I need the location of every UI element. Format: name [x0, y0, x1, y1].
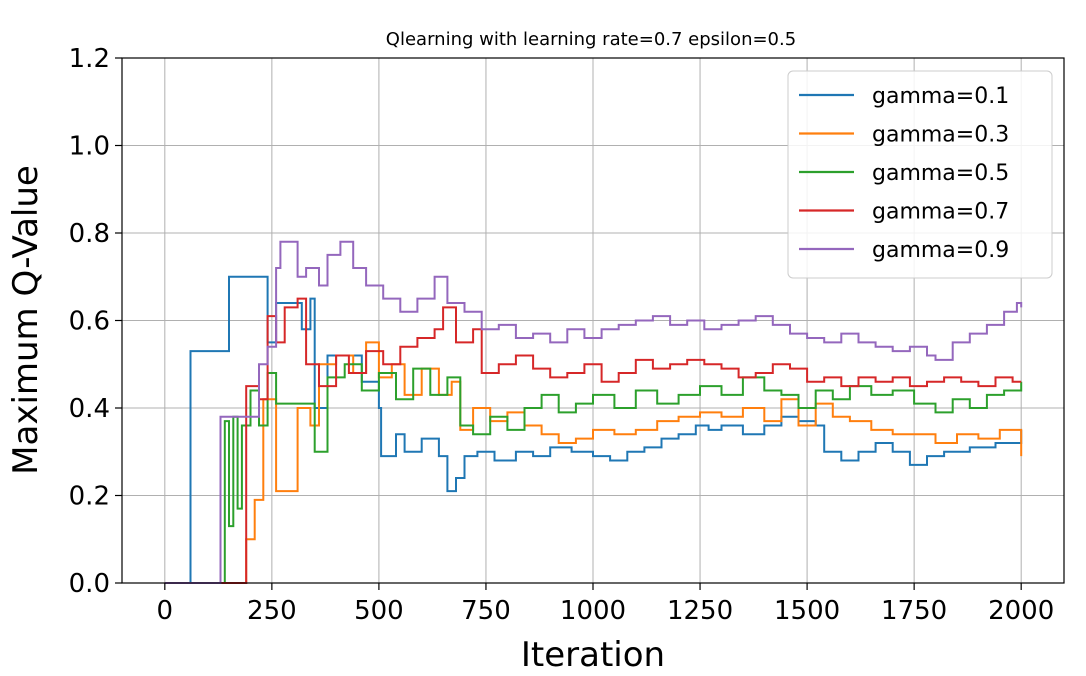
- x-tick-label: 1500: [774, 596, 840, 626]
- legend-box: [787, 70, 1053, 279]
- series-line-gamma-0-7: [164, 297, 1022, 584]
- series-line-gamma-0-5: [164, 363, 1023, 584]
- chart-title: Qlearning with learning rate=0.7 epsilon…: [386, 29, 796, 50]
- series-line-gamma-0-9: [164, 240, 1023, 584]
- x-tick-label: 1000: [560, 596, 626, 626]
- x-tick-label: 2000: [988, 596, 1054, 626]
- series-line-gamma-0-3: [164, 341, 1023, 584]
- y-tick-label: 0.4: [69, 394, 110, 424]
- y-tick-label: 0.0: [69, 569, 110, 599]
- y-tick-label: 0.6: [69, 307, 110, 337]
- y-tick-label: 1.0: [69, 132, 110, 162]
- legend-label: gamma=0.3: [872, 123, 1009, 148]
- x-tick-label: 500: [354, 596, 404, 626]
- x-tick-label: 750: [461, 596, 511, 626]
- x-axis-ticks: 0 250 500 750 1000 1250 1500 1750 2000: [157, 583, 1054, 626]
- y-axis-label: Maximum Q-Value: [6, 165, 46, 475]
- legend: gamma=0.1 gamma=0.3 gamma=0.5 gamma=0.7 gamm…: [787, 70, 1053, 279]
- y-tick-label: 0.8: [69, 219, 110, 249]
- legend-label: gamma=0.9: [872, 238, 1009, 263]
- x-tick-label: 1250: [667, 596, 733, 626]
- x-tick-label: 250: [247, 596, 297, 626]
- x-tick-label: 1750: [881, 596, 947, 626]
- series-line-gamma-0-1: [164, 275, 1023, 584]
- x-tick-label: 0: [157, 596, 174, 626]
- series-lines: [164, 240, 1023, 584]
- y-tick-label: 1.2: [69, 44, 110, 74]
- legend-label: gamma=0.1: [872, 84, 1009, 109]
- y-axis-ticks: 0.0 0.2 0.4 0.6 0.8 1.0 1.2: [69, 44, 122, 599]
- legend-label: gamma=0.7: [872, 200, 1009, 225]
- y-tick-label: 0.2: [69, 482, 110, 512]
- legend-label: gamma=0.5: [872, 161, 1009, 186]
- x-axis-label: Iteration: [521, 635, 665, 675]
